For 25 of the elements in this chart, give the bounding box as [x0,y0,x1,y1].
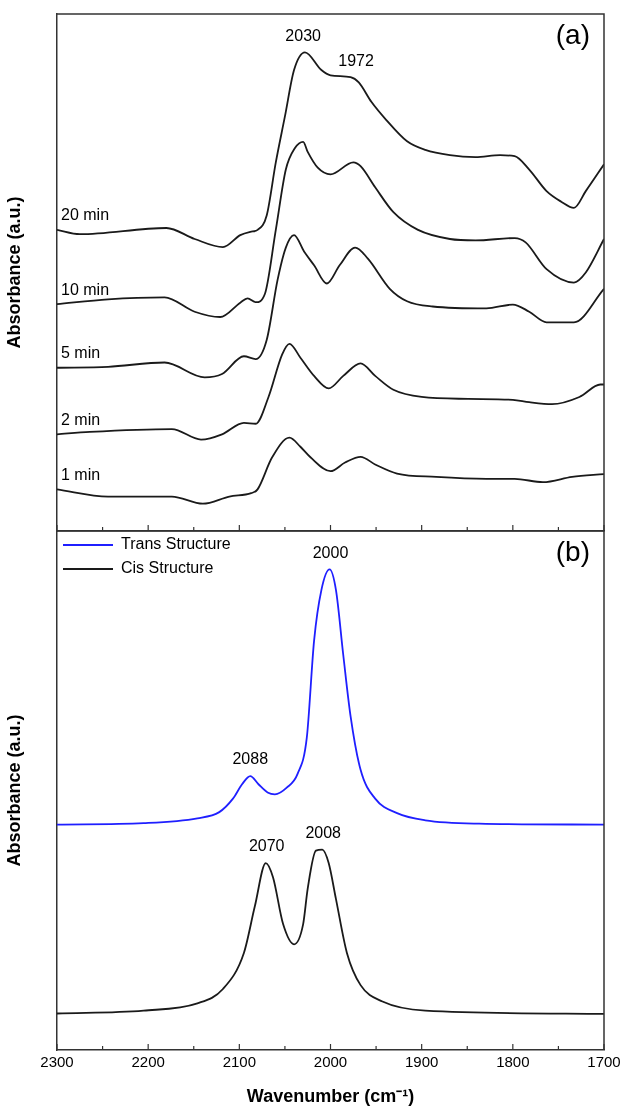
annotation: 2088 [232,750,269,768]
series-label: 10 min [61,280,110,298]
legend-label: Cis Structure [121,559,214,577]
text: (b) [555,535,590,567]
annotation: 2070 [248,837,285,855]
annotation: 2000 [312,543,349,561]
legend-label: Trans Structure [121,535,231,553]
x-axis-title: Wavenumber (cm⁻¹) [246,1086,415,1107]
x-tick-label: 2200 [131,1053,165,1071]
text: (a) [555,18,590,50]
annotation: 2008 [305,824,342,842]
y-axis-title: Absorbance (a.u.) [3,714,24,867]
x-tick-label: 1800 [496,1053,530,1071]
x-tick-label: 2300 [40,1053,74,1071]
series-label: 2 min [61,410,101,428]
series-label: 20 min [61,206,110,224]
series-label: 5 min [61,344,101,362]
x-tick-label: 2000 [313,1053,348,1071]
x-tick-label: 1700 [587,1053,621,1071]
x-tick-label: 2100 [222,1053,257,1071]
series-label: 1 min [61,465,101,483]
annotation: 1972 [338,51,374,69]
x-tick-label: 1900 [404,1053,439,1071]
y-axis-title: Absorbance (a.u.) [3,196,24,349]
annotation: 2030 [285,26,322,44]
